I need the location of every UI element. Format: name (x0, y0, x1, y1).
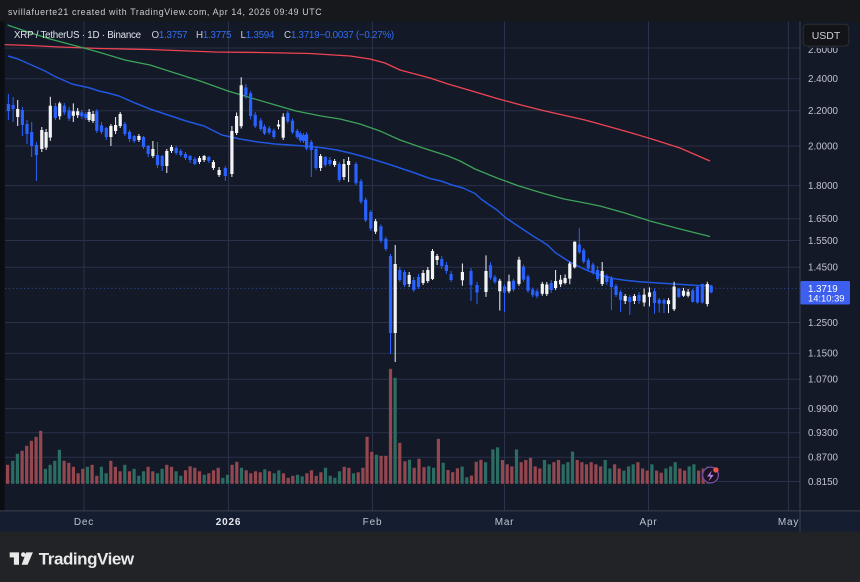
svg-text:O1.3757: O1.3757 (152, 30, 188, 41)
svg-text:1.6500: 1.6500 (808, 214, 839, 225)
svg-text:XRP / TetherUS · 1D · Binance: XRP / TetherUS · 1D · Binance (14, 30, 142, 41)
svg-text:1.5500: 1.5500 (808, 236, 839, 247)
svg-text:1.4500: 1.4500 (808, 263, 839, 274)
svg-text:1.2500: 1.2500 (808, 318, 839, 329)
svg-text:2.6000: 2.6000 (808, 45, 839, 56)
svg-text:0.8150: 0.8150 (808, 477, 839, 488)
svg-text:−0.0037 (−0.27%): −0.0037 (−0.27%) (320, 30, 394, 41)
svg-text:14:10:39: 14:10:39 (808, 293, 845, 304)
svg-text:1.1500: 1.1500 (808, 349, 839, 360)
svg-text:TradingView: TradingView (39, 550, 135, 569)
svg-text:Dec: Dec (74, 517, 94, 528)
svg-text:2.4000: 2.4000 (808, 74, 839, 85)
svg-text:Mar: Mar (495, 517, 515, 528)
svg-text:Apr: Apr (640, 517, 658, 528)
svg-text:1.3719: 1.3719 (808, 284, 838, 295)
svg-text:1.0700: 1.0700 (808, 375, 839, 386)
svg-text:Feb: Feb (363, 517, 383, 528)
svg-text:H1.3775: H1.3775 (196, 30, 232, 41)
svg-text:1.8000: 1.8000 (808, 181, 839, 192)
svg-text:0.9900: 0.9900 (808, 404, 839, 415)
svg-text:2.2000: 2.2000 (808, 106, 839, 117)
svg-text:2.0000: 2.0000 (808, 141, 839, 152)
svg-text:2026: 2026 (216, 517, 241, 528)
svg-text:USDT: USDT (812, 30, 841, 42)
svg-text:0.8700: 0.8700 (808, 453, 839, 464)
svg-text:0.9300: 0.9300 (808, 428, 839, 439)
svg-text:C1.3719: C1.3719 (284, 30, 319, 41)
svg-text:L1.3594: L1.3594 (241, 30, 275, 41)
svg-text:svillafuerte21 created with Tr: svillafuerte21 created with TradingView.… (8, 7, 322, 17)
svg-text:May: May (778, 517, 799, 528)
